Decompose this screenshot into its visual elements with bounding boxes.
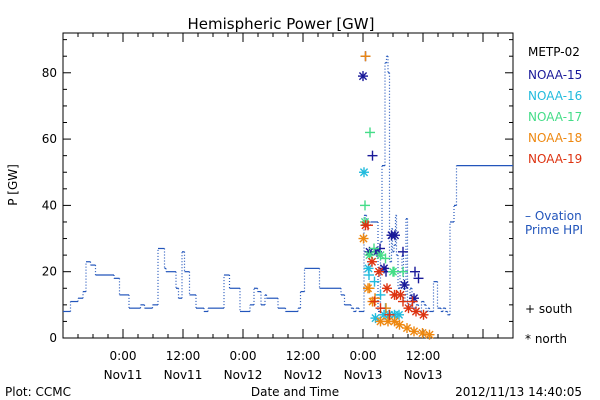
north-marker [358,71,368,82]
plot-frame [62,32,514,339]
north-marker [363,283,373,294]
legend-north: * north [525,332,567,346]
north-marker [390,230,400,241]
north-marker [403,303,414,314]
y-tick-label: 40 [42,198,57,212]
ovation-label: – Ovation [525,209,582,223]
north-marker [375,250,386,261]
x-tick-date: Nov11 [164,368,203,382]
south-marker [365,127,375,138]
south-marker [375,303,386,314]
y-tick-label: 20 [42,265,57,279]
plot-credit: Plot: CCMC [5,385,71,399]
ovation-series [63,55,513,316]
north-marker [417,328,428,339]
south-marker [375,289,386,300]
legend-item: NOAA-19 [528,152,582,166]
north-marker [418,309,429,320]
x-tick-time: 0:00 [350,349,377,363]
north-marker [394,319,405,330]
north-marker [367,256,377,267]
y-axis: 0 20 40 60 80 [42,39,513,345]
south-marker [360,200,370,211]
south-marker [360,51,371,62]
south-marker [384,309,395,320]
chart-title: Hemispheric Power [GW] [188,15,375,33]
south-marker [407,296,418,307]
legend-item: NOAA-17 [528,110,582,124]
y-axis-label: P [GW] [6,164,20,206]
north-marker [358,233,369,244]
north-marker [388,266,398,277]
x-axis: 0:00 Nov11 12:00 Nov11 0:00 Nov12 12:00 Nov12 0:… [77,33,499,382]
ovation-label: Prime HPI [525,223,583,237]
x-tick-time: 0:00 [230,349,257,363]
south-marker [369,296,380,307]
legend-item: NOAA-16 [528,89,582,103]
legend-item: NOAA-15 [528,68,582,82]
x-tick-time: 12:00 [286,349,321,363]
legend-title: METP-02 [528,45,580,59]
north-marker [409,293,419,304]
x-tick-date: Nov12 [224,368,263,382]
south-marker [410,266,420,277]
north-marker [394,309,404,320]
legend: METP-02 NOAA-15 NOAA-16 NOAA-17 NOAA-18 NOAA-… [525,45,583,237]
satellite-markers [358,51,435,340]
x-tick-date: Nov13 [404,368,443,382]
y-tick-label: 0 [49,331,57,345]
x-tick-time: 12:00 [406,349,441,363]
north-marker [374,266,384,277]
south-marker [369,276,380,287]
x-tick-date: Nov11 [104,368,143,382]
north-marker [360,220,371,231]
x-tick-time: 12:00 [166,349,201,363]
north-marker [370,313,381,324]
legend-item: NOAA-18 [528,131,582,145]
north-marker [399,279,410,290]
north-marker [424,329,435,340]
south-marker [398,246,408,257]
north-marker [382,283,392,294]
south-marker [398,266,408,277]
south-marker [369,243,379,254]
north-marker [409,326,419,337]
timestamp: 2012/11/13 14:40:05 [455,385,582,399]
x-axis-label: Date and Time [251,385,339,399]
x-tick-date: Nov12 [284,368,323,382]
x-tick-time: 0:00 [110,349,137,363]
north-marker [395,289,406,300]
y-tick-label: 60 [42,132,57,146]
north-marker [411,306,421,317]
north-marker [359,167,369,178]
y-tick-label: 80 [42,66,57,80]
legend-south: + south [525,302,572,316]
south-marker [413,273,424,284]
x-tick-date: Nov13 [344,368,383,382]
south-marker [367,150,378,161]
